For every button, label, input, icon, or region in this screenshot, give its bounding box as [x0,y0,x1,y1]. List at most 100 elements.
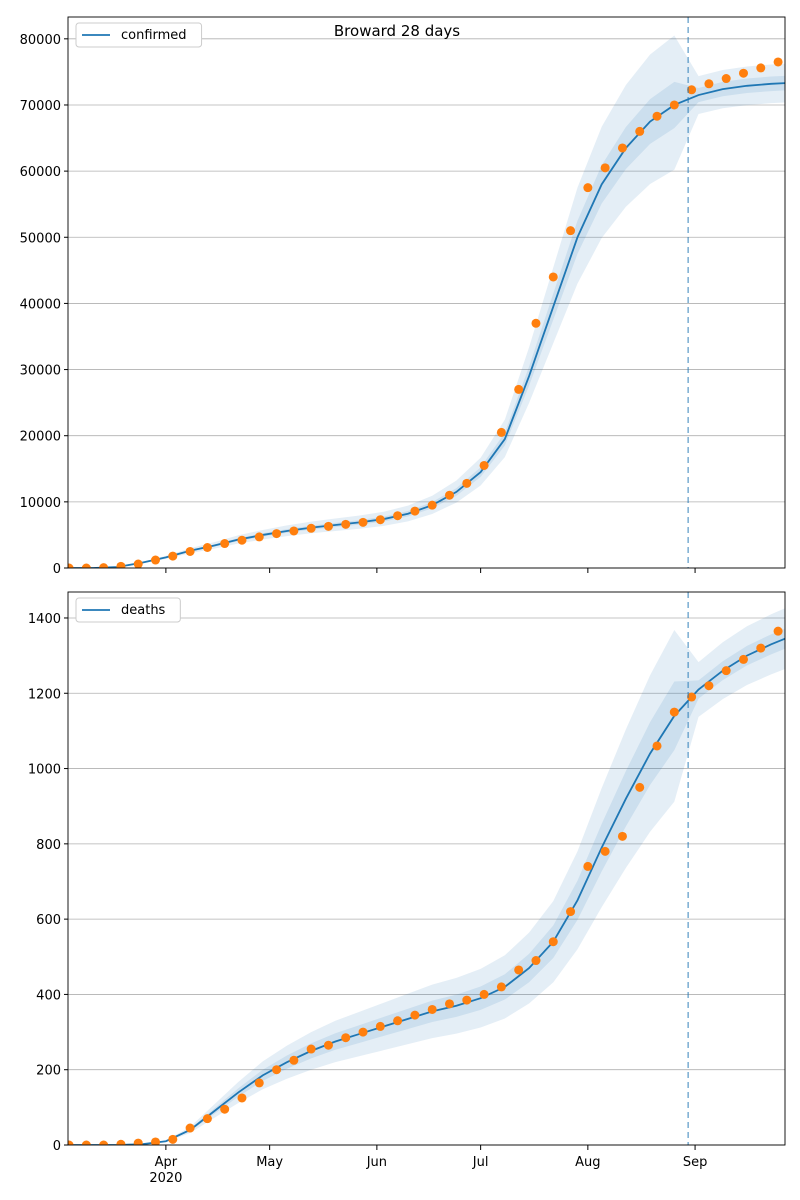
y-tick-label: 50000 [20,231,61,246]
observed-point [548,272,558,282]
observed-point [272,1065,282,1075]
observed-point [600,846,610,856]
observed-point [68,1140,74,1145]
observed-point [617,143,627,153]
observed-point [721,74,731,84]
observed-point [289,526,299,536]
observed-point [669,100,679,110]
observed-point [341,1033,351,1043]
observed-point [600,163,610,173]
axes-frame [67,591,786,1146]
observed-point [81,1140,91,1145]
observed-point [479,460,489,470]
observed-point [272,529,282,539]
legend-box [75,22,203,48]
axes-frame [67,16,786,569]
observed-point [635,126,645,136]
observed-point [185,546,195,556]
observed-point [202,542,212,552]
observed-point [185,1123,195,1133]
plot-area [68,608,785,1145]
observed-point [81,563,91,568]
chart-title: Broward 28 days [334,22,460,40]
observed-point [566,226,576,236]
plot-area [68,35,785,568]
y-tick-label: 1200 [28,687,61,702]
observed-point [306,1044,316,1054]
observed-point [220,539,230,549]
y-tick-label: 1400 [28,612,61,627]
observed-point [410,506,420,516]
observed-point [323,1040,333,1050]
observed-point [393,511,403,521]
x-tick-label: Apr 2020 [149,1155,182,1186]
observed-point [531,318,541,328]
observed-point [496,982,506,992]
observed-point [306,523,316,533]
observed-point [514,965,524,975]
observed-point [168,1134,178,1144]
observed-point [151,1137,161,1145]
observed-point [116,1139,126,1145]
observed-point [375,1021,385,1031]
observed-point [738,654,748,664]
observed-point [289,1055,299,1065]
y-tick-label: 40000 [20,297,61,312]
y-tick-label: 30000 [20,364,61,379]
y-tick-label: 80000 [20,33,61,48]
observed-point [237,535,247,545]
legend-label: confirmed [121,28,187,43]
observed-point [514,384,524,394]
observed-point [341,519,351,529]
legend-label: deaths [121,603,166,618]
y-tick-label: 0 [53,1139,61,1154]
observed-point [445,490,455,500]
x-tick-label: May [256,1155,283,1170]
observed-point [687,692,697,702]
y-tick-label: 10000 [20,496,61,511]
observed-point [375,515,385,525]
observed-point [410,1010,420,1020]
observed-point [652,111,662,121]
x-tick-label: Aug [575,1155,600,1170]
observed-point [202,1114,212,1124]
y-tick-label: 600 [36,913,61,928]
observed-point [704,79,714,89]
observed-point [254,532,264,542]
observed-point [133,559,143,568]
band [69,608,785,1145]
observed-point [99,563,109,568]
observed-point [68,563,74,568]
observed-point [583,183,593,193]
y-tick-label: 0 [53,562,61,577]
y-tick-label: 200 [36,1064,61,1079]
observed-point [756,63,766,73]
observed-point [427,500,437,510]
x-tick-label: Jun [366,1155,387,1170]
observed-point [635,782,645,792]
observed-point [358,1027,368,1037]
observed-point [738,68,748,78]
band [69,628,785,1145]
observed-point [358,517,368,527]
y-tick-label: 800 [36,838,61,853]
observed-point [151,555,161,565]
observed-point [669,707,679,717]
observed-point [496,427,506,437]
observed-point [393,1016,403,1026]
observed-point [427,1004,437,1014]
observed-point [168,551,178,561]
observed-point [704,681,714,691]
observed-point [531,956,541,966]
legend-box [75,597,181,623]
observed-point [652,741,662,751]
observed-point [687,85,697,95]
y-tick-label: 1000 [28,763,61,778]
observed-point [548,937,558,947]
observed-point [721,666,731,676]
observed-point [756,643,766,653]
observed-point [116,561,126,568]
observed-point [617,831,627,841]
y-tick-label: 20000 [20,430,61,445]
